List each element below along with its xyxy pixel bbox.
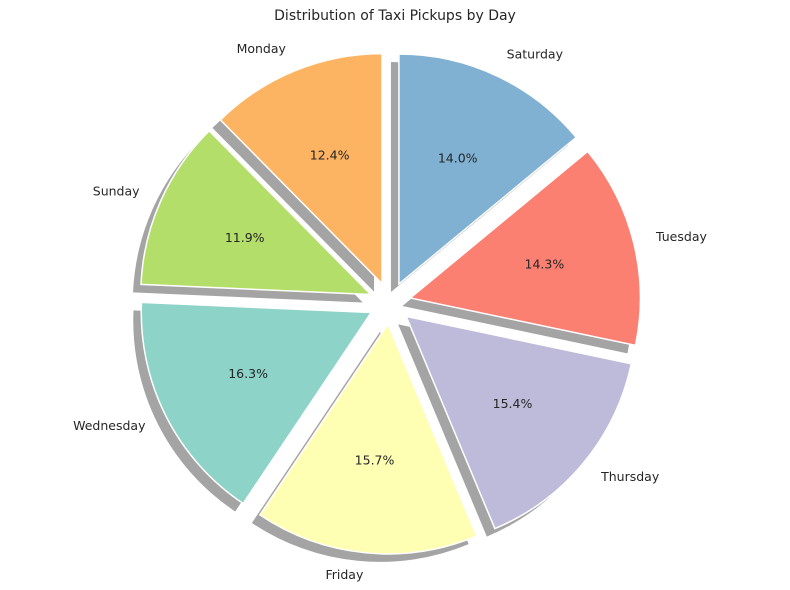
slice-percent-sunday: 11.9% [225,230,265,245]
slice-thursday [404,315,633,530]
slice-label-sunday: Sunday [93,183,140,198]
slice-percent-monday: 12.4% [310,147,350,162]
slice-label-monday: Monday [237,41,287,56]
pie-slices [140,52,642,555]
slice-label-thursday: Thursday [600,469,660,484]
slice-label-wednesday: Wednesday [73,418,146,433]
slice-labels: Saturday 14.0% Tuesday 14.3% Thursday 15.4% Fr… [73,41,707,582]
slice-percent-saturday: 14.0% [438,151,478,166]
slice-saturday [398,53,578,286]
slice-percent-wednesday: 16.3% [228,366,268,381]
slice-wednesday [140,301,373,505]
slice-sunday [140,129,373,296]
slice-percent-thursday: 15.4% [493,396,533,411]
slice-percent-tuesday: 14.3% [525,256,565,271]
slice-label-saturday: Saturday [507,47,564,62]
slice-percent-friday: 15.7% [355,453,395,468]
slice-monday [219,52,383,286]
slice-tuesday [408,150,642,347]
slice-label-tuesday: Tuesday [655,229,707,244]
slice-label-friday: Friday [325,567,363,582]
slice-friday [258,322,478,555]
chart-title: Distribution of Taxi Pickups by Day [274,8,516,24]
